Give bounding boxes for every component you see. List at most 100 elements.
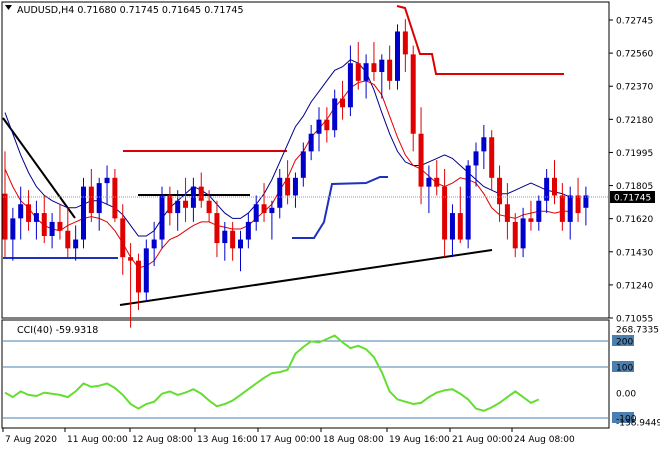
candle-body — [457, 213, 463, 240]
candle-body — [2, 193, 8, 240]
candle — [583, 186, 589, 226]
candle — [481, 124, 487, 169]
candle-body — [552, 177, 557, 196]
candle — [402, 19, 408, 73]
trendline-ascending[interactable] — [119, 249, 493, 306]
candle-body — [65, 230, 71, 249]
candle-body — [347, 63, 353, 108]
candle — [26, 190, 32, 231]
current-price-label: 0.71745 — [614, 194, 651, 204]
candle-body — [104, 177, 110, 184]
candle-body — [81, 186, 86, 240]
candle-body — [426, 177, 432, 187]
candle — [465, 160, 471, 249]
candle — [222, 221, 228, 261]
candle — [559, 183, 565, 231]
drawing-objects — [2, 5, 564, 306]
candle-body — [387, 59, 393, 81]
candle — [151, 221, 157, 266]
candle-body — [497, 177, 503, 205]
candle — [183, 177, 189, 222]
time-tick-label: 19 Aug 16:00 — [389, 435, 450, 445]
candle — [65, 207, 71, 258]
time-tick-label: 17 Aug 00:00 — [260, 435, 321, 445]
price-tick-label: 0.71995 — [616, 149, 653, 159]
candle — [387, 45, 393, 90]
price-axis[interactable]: 0.72745 0.72560 0.72370 0.72180 0.71995 0.718… — [609, 17, 653, 325]
cci-level-tag — [612, 361, 634, 372]
cci-tick-label: -100 — [616, 415, 637, 425]
price-tick-label: 0.72180 — [616, 116, 653, 126]
candle-body — [41, 213, 47, 237]
candle — [512, 213, 518, 258]
candle-body — [206, 200, 212, 214]
candle — [292, 172, 298, 208]
time-tick-label: 21 Aug 00:00 — [452, 435, 513, 445]
candle-body — [434, 177, 440, 187]
candle-body — [575, 195, 581, 214]
price-tick-label: 0.71055 — [616, 315, 653, 325]
candle-body — [151, 239, 157, 249]
price-tick-label: 0.71805 — [616, 182, 653, 192]
time-tick-label: 13 Aug 16:00 — [197, 435, 258, 445]
candle — [567, 186, 573, 240]
cci-panel[interactable] — [1, 319, 610, 429]
candle-body — [198, 186, 204, 201]
candle-body — [340, 98, 346, 108]
candle — [340, 80, 346, 120]
candle — [245, 213, 251, 249]
candle-body — [512, 221, 518, 249]
candle-body — [363, 63, 369, 81]
candle-body — [230, 230, 236, 249]
candle-body — [473, 151, 479, 166]
candle — [418, 107, 424, 205]
price-tick-label: 0.72370 — [616, 83, 653, 93]
candle-body — [489, 137, 495, 178]
collapse-arrow-icon[interactable] — [5, 5, 12, 10]
candle — [88, 169, 94, 222]
stop-line-red — [396, 5, 564, 75]
candle-body — [481, 137, 487, 152]
time-axis[interactable]: 7 Aug 2020 11 Aug 00:00 12 Aug 08:00 13 Aug… — [2, 428, 575, 445]
candle-body — [96, 183, 102, 214]
candle — [128, 243, 134, 328]
cci-tick-label: 0.00 — [616, 390, 636, 400]
candle — [41, 195, 47, 244]
candle — [261, 183, 267, 222]
candle-body — [559, 195, 565, 222]
candle — [120, 204, 126, 275]
candle-body — [410, 54, 416, 134]
candle-body — [504, 204, 510, 222]
candle — [104, 165, 110, 205]
candle — [544, 169, 550, 214]
candle-body — [395, 31, 400, 81]
candle — [355, 42, 361, 90]
candle — [552, 160, 557, 205]
stop-line-blue — [292, 176, 388, 239]
candle — [528, 200, 534, 231]
candle-body — [449, 213, 455, 240]
candle-body — [88, 186, 94, 214]
time-tick-label: 24 Aug 08:00 — [514, 435, 575, 445]
candle — [426, 165, 432, 214]
candle-body — [253, 204, 259, 222]
candle-body — [112, 177, 118, 219]
time-tick-label: 7 Aug 2020 — [5, 435, 57, 445]
cci-level-tag — [612, 412, 634, 423]
cci-axis[interactable]: 268.7335 200 100 0.00 -100-138.9449 — [612, 326, 660, 429]
candle — [575, 177, 581, 222]
trendline-descending[interactable] — [2, 117, 76, 219]
price-tick-label: 0.71620 — [616, 215, 653, 225]
candle-body — [238, 239, 243, 249]
candle — [143, 239, 149, 302]
candle-body — [214, 213, 220, 244]
cci-tick-label: 268.7335 — [616, 326, 659, 336]
candle-body — [316, 119, 322, 134]
candle-body — [332, 98, 338, 131]
candle-body — [128, 257, 134, 261]
candle-body — [465, 165, 471, 240]
candle-body — [49, 221, 55, 237]
candle-body — [159, 195, 165, 240]
candle — [159, 186, 165, 249]
